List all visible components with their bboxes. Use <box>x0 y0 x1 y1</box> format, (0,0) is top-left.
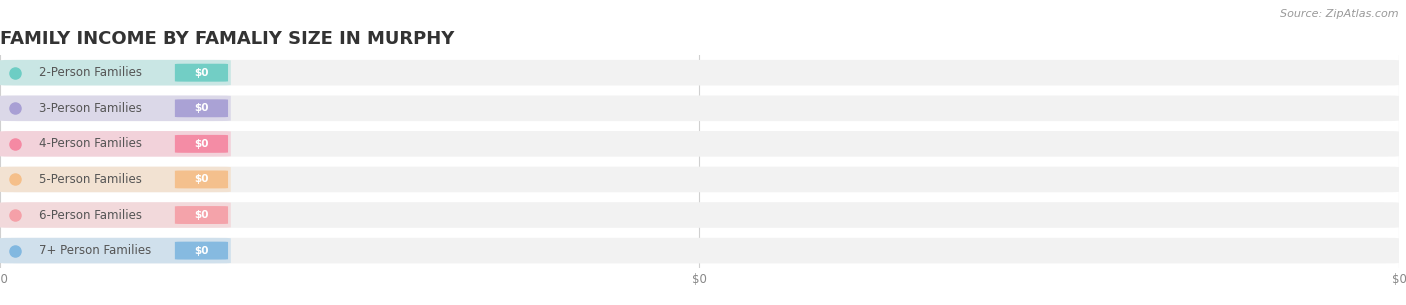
FancyBboxPatch shape <box>0 131 1399 157</box>
FancyBboxPatch shape <box>0 95 231 121</box>
Text: 6-Person Families: 6-Person Families <box>39 209 142 221</box>
FancyBboxPatch shape <box>0 95 1399 121</box>
FancyBboxPatch shape <box>174 242 228 260</box>
Text: FAMILY INCOME BY FAMALIY SIZE IN MURPHY: FAMILY INCOME BY FAMALIY SIZE IN MURPHY <box>0 30 454 48</box>
FancyBboxPatch shape <box>0 167 231 192</box>
Text: 7+ Person Families: 7+ Person Families <box>39 244 152 257</box>
Text: $0: $0 <box>194 174 208 185</box>
Text: $0: $0 <box>194 246 208 256</box>
FancyBboxPatch shape <box>0 60 231 85</box>
FancyBboxPatch shape <box>0 238 231 264</box>
Text: 2-Person Families: 2-Person Families <box>39 66 142 79</box>
FancyBboxPatch shape <box>174 170 228 188</box>
Text: Source: ZipAtlas.com: Source: ZipAtlas.com <box>1281 9 1399 19</box>
FancyBboxPatch shape <box>0 202 231 228</box>
FancyBboxPatch shape <box>0 238 1399 264</box>
FancyBboxPatch shape <box>174 206 228 224</box>
Text: $0: $0 <box>194 139 208 149</box>
Text: $0: $0 <box>194 68 208 78</box>
Text: 3-Person Families: 3-Person Families <box>39 102 142 115</box>
FancyBboxPatch shape <box>0 131 231 157</box>
FancyBboxPatch shape <box>0 60 1399 85</box>
Text: $0: $0 <box>194 103 208 113</box>
Text: $0: $0 <box>194 210 208 220</box>
FancyBboxPatch shape <box>174 99 228 117</box>
Text: 5-Person Families: 5-Person Families <box>39 173 142 186</box>
FancyBboxPatch shape <box>174 135 228 153</box>
FancyBboxPatch shape <box>0 202 1399 228</box>
Text: 4-Person Families: 4-Person Families <box>39 137 142 150</box>
FancyBboxPatch shape <box>174 64 228 82</box>
FancyBboxPatch shape <box>0 167 1399 192</box>
